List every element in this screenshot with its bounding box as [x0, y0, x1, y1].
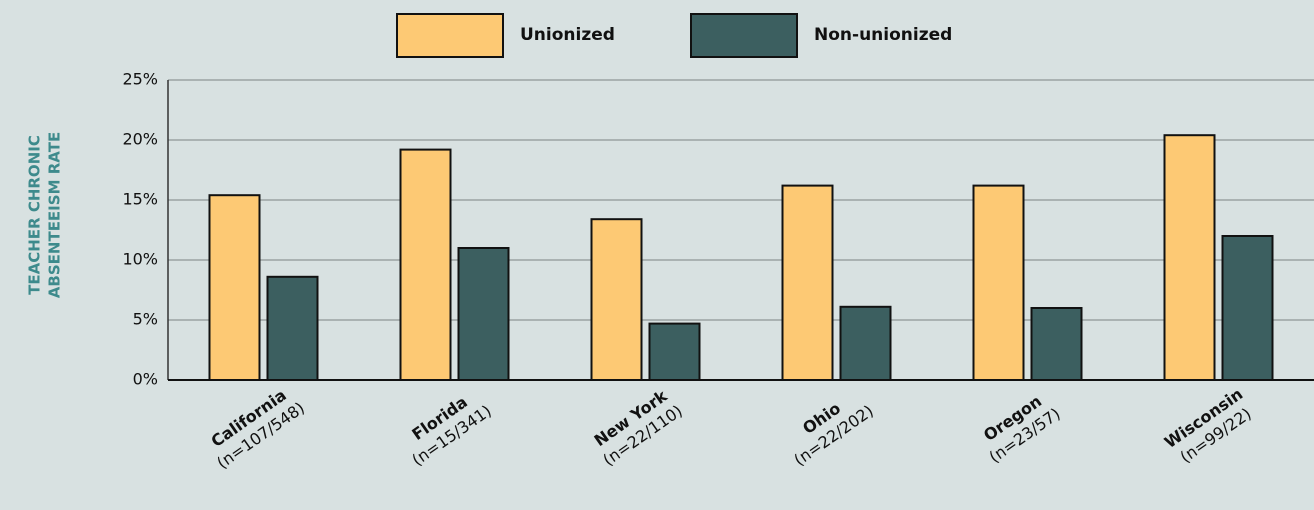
bar	[1163, 134, 1216, 381]
bar	[1221, 235, 1274, 381]
y-axis-title-line: TEACHER CHRONIC	[26, 135, 44, 295]
legend-label: Non-unionized	[814, 25, 952, 45]
y-tick-label: 5%	[133, 310, 158, 329]
bar	[781, 184, 834, 381]
bar	[839, 305, 892, 381]
legend-label: Unionized	[520, 25, 615, 45]
y-tick-label: 20%	[122, 130, 158, 149]
bar	[972, 184, 1025, 381]
y-axis-title: TEACHER CHRONIC ABSENTEEISM RATE	[26, 132, 64, 298]
bar	[208, 194, 261, 381]
legend-swatch	[396, 13, 504, 58]
bar	[648, 322, 701, 382]
y-tick-label: 10%	[122, 250, 158, 269]
bar	[590, 218, 643, 381]
y-axis-title-line: ABSENTEEISM RATE	[46, 132, 64, 298]
bar	[457, 247, 510, 381]
bar	[1030, 307, 1083, 381]
y-tick-label: 15%	[122, 190, 158, 209]
bar	[266, 275, 319, 381]
y-tick-label: 0%	[133, 370, 158, 389]
legend-swatch	[690, 13, 798, 58]
y-tick-label: 25%	[122, 70, 158, 89]
bar	[399, 148, 452, 381]
